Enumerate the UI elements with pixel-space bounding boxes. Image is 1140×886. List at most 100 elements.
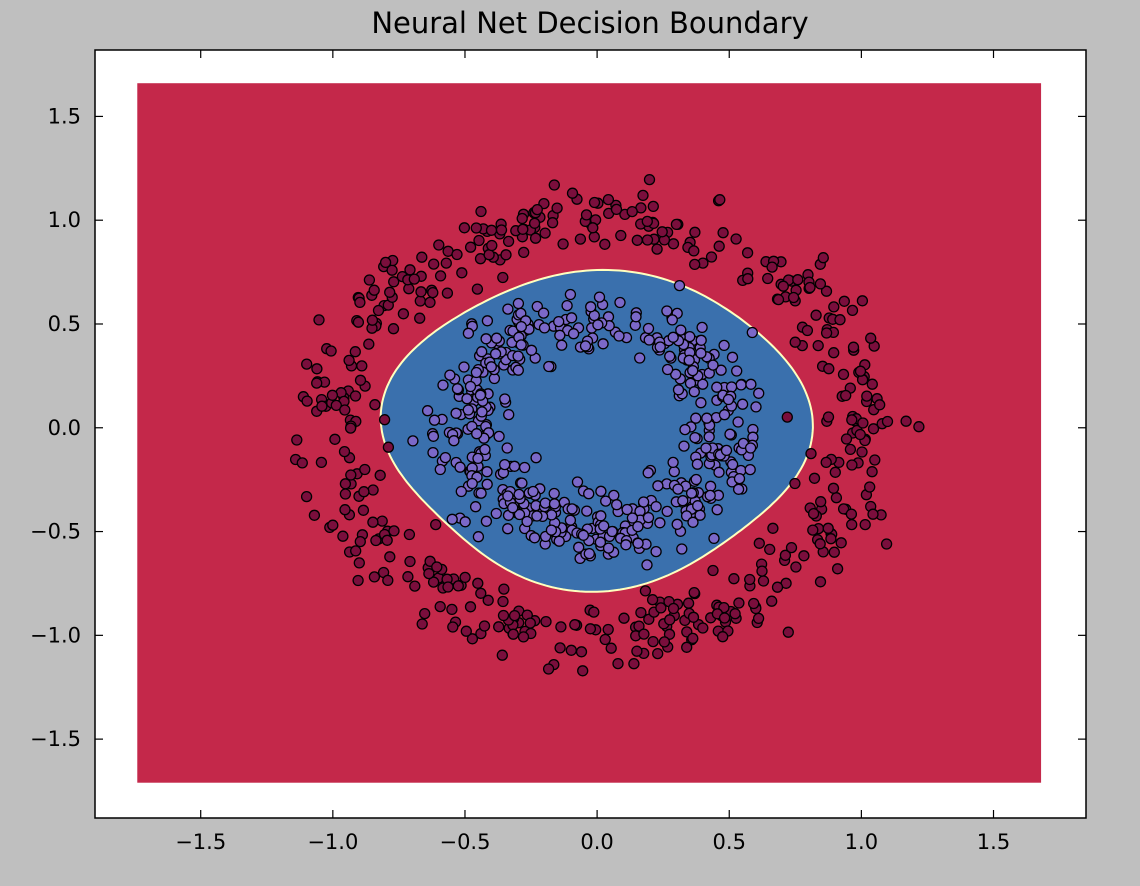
scatter-point-class0 — [313, 314, 325, 326]
scatter-point-class1 — [672, 384, 685, 396]
scatter-point-class0 — [517, 223, 529, 235]
scatter-point-class1 — [661, 305, 673, 317]
scatter-point-class1 — [565, 312, 578, 324]
scatter-point-class1 — [733, 472, 746, 485]
y-tick-label: −1.5 — [30, 727, 81, 751]
scatter-point-class1 — [446, 513, 458, 525]
scatter-point-class0 — [442, 581, 454, 593]
scatter-point-class1 — [613, 330, 625, 342]
scatter-point-class0 — [349, 346, 361, 358]
scatter-point-class1 — [512, 350, 524, 362]
scatter-point-class0 — [647, 635, 659, 648]
scatter-point-class0 — [752, 612, 765, 625]
scatter-point-class1 — [428, 414, 441, 426]
scatter-point-class0 — [404, 555, 416, 568]
scatter-point-class1 — [567, 328, 580, 340]
scatter-point-class1 — [614, 296, 626, 309]
scatter-point-class0 — [880, 538, 893, 550]
scatter-point-class0 — [588, 231, 600, 243]
scatter-point-class0 — [785, 541, 798, 554]
scatter-point-class0 — [301, 358, 313, 370]
scatter-point-class0 — [655, 602, 667, 614]
y-tick-label: 1.0 — [48, 208, 81, 232]
scatter-point-class0 — [531, 203, 543, 216]
scatter-point-class1 — [673, 279, 686, 292]
scatter-point-class0 — [689, 258, 701, 271]
scatter-point-class1 — [499, 458, 511, 471]
scatter-point-class0 — [828, 347, 840, 359]
scatter-point-class1 — [407, 435, 419, 447]
scatter-point-class0 — [475, 205, 487, 218]
scatter-point-class0 — [612, 657, 624, 670]
scatter-point-class0 — [529, 232, 542, 244]
x-tick-label: −0.5 — [439, 830, 490, 854]
scatter-point-class0 — [414, 312, 426, 324]
scatter-point-class1 — [595, 485, 607, 497]
scatter-point-class0 — [602, 623, 614, 636]
scatter-point-class0 — [771, 581, 784, 593]
scatter-point-class0 — [913, 421, 925, 433]
x-tick-label: 0.5 — [713, 830, 746, 854]
scatter-point-class0 — [339, 404, 351, 416]
chart-title: Neural Net Decision Boundary — [371, 6, 809, 40]
scatter-point-class0 — [379, 256, 392, 269]
scatter-point-class0 — [352, 574, 364, 587]
scatter-point-class0 — [337, 530, 349, 542]
scatter-point-class0 — [433, 239, 445, 251]
scatter-point-class1 — [479, 443, 491, 456]
scatter-point-class1 — [736, 398, 749, 410]
scatter-point-class0 — [551, 202, 563, 214]
scatter-point-class1 — [451, 383, 464, 395]
scatter-point-class0 — [452, 580, 464, 592]
scatter-point-class1 — [670, 368, 682, 380]
scatter-point-class1 — [545, 509, 558, 521]
scatter-point-class0 — [831, 563, 844, 575]
scatter-point-class0 — [812, 339, 824, 352]
scatter-point-class0 — [431, 561, 443, 573]
scatter-point-class1 — [464, 380, 477, 393]
scatter-point-class1 — [707, 359, 719, 371]
scatter-point-class0 — [845, 508, 858, 520]
scatter-point-class1 — [593, 291, 606, 303]
scatter-point-class0 — [605, 642, 617, 654]
scatter-point-class0 — [548, 179, 560, 191]
scatter-point-class0 — [397, 308, 410, 320]
scatter-point-class0 — [500, 249, 512, 261]
scatter-point-class1 — [724, 428, 736, 440]
scatter-point-class1 — [620, 539, 632, 551]
scatter-point-class0 — [575, 646, 588, 658]
scatter-point-class1 — [666, 314, 678, 326]
scatter-point-class1 — [585, 301, 597, 313]
scatter-point-class1 — [642, 322, 655, 335]
scatter-point-class1 — [525, 344, 538, 356]
scatter-point-class1 — [421, 405, 434, 417]
scatter-point-class0 — [714, 194, 726, 206]
scatter-point-class0 — [817, 252, 829, 264]
scatter-point-class0 — [688, 586, 700, 599]
scatter-point-class0 — [325, 345, 337, 357]
scatter-point-class0 — [473, 234, 485, 247]
scatter-point-class0 — [409, 580, 421, 592]
scatter-point-class0 — [326, 389, 339, 401]
scatter-point-class0 — [602, 193, 615, 206]
scatter-point-class0 — [874, 399, 886, 411]
scatter-point-class0 — [554, 642, 566, 654]
scatter-point-class1 — [571, 476, 584, 488]
scatter-point-class0 — [837, 368, 850, 381]
scatter-point-class0 — [345, 469, 357, 481]
y-tick-label: 0.5 — [48, 312, 81, 336]
scatter-point-class1 — [744, 463, 756, 476]
scatter-point-class0 — [539, 227, 551, 239]
scatter-point-class0 — [828, 301, 840, 313]
scatter-point-class0 — [697, 622, 709, 634]
scatter-point-class1 — [650, 545, 662, 558]
scatter-point-class0 — [456, 267, 468, 279]
scatter-point-class0 — [427, 576, 440, 588]
scatter-point-class1 — [564, 514, 577, 526]
scatter-point-class0 — [427, 286, 439, 299]
axes-frame — [94, 49, 1087, 819]
scatter-point-class1 — [668, 465, 680, 478]
scatter-point-class1 — [493, 430, 505, 443]
scatter-point-class0 — [472, 577, 484, 589]
scatter-point-class0 — [588, 606, 600, 618]
